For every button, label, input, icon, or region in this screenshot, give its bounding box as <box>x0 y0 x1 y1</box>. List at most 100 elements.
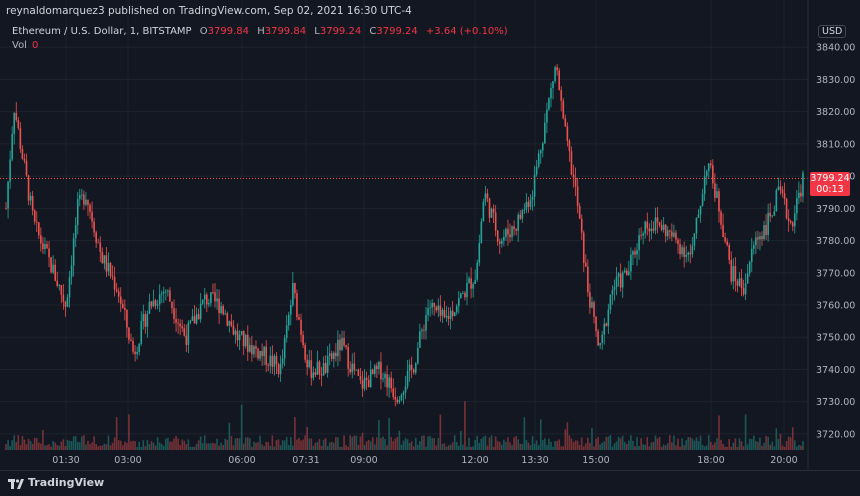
candle-body <box>646 221 649 229</box>
volume-bar <box>384 439 386 450</box>
volume-bar <box>52 441 54 450</box>
candle-body <box>628 271 630 275</box>
candle-body <box>703 176 706 194</box>
volume-bar <box>312 445 315 450</box>
volume-bar <box>687 437 690 450</box>
candle-body <box>56 280 59 286</box>
volume-bar <box>214 443 216 450</box>
volume-bar <box>296 439 298 450</box>
symbol-name[interactable]: Ethereum / U.S. Dollar, 1, BITSTAMP <box>12 26 192 37</box>
volume-bar <box>486 445 489 450</box>
candle-body <box>470 278 472 289</box>
volume-bar <box>376 437 378 450</box>
candle-body <box>460 293 462 298</box>
brand-name[interactable]: TradingView <box>28 476 105 489</box>
volume-bar <box>105 444 108 450</box>
candle-body <box>589 292 591 308</box>
candle-body <box>78 195 81 200</box>
volume-bar <box>238 438 241 450</box>
candle-body <box>201 299 204 304</box>
volume-bar <box>58 445 61 450</box>
candle-body <box>527 201 530 207</box>
candle-body <box>306 359 308 368</box>
candle-body <box>175 319 177 323</box>
candle-body <box>324 363 327 373</box>
volume-bar <box>302 439 304 450</box>
volume-bar <box>560 446 563 450</box>
candle-body <box>619 273 622 288</box>
volume-label[interactable]: Vol <box>12 40 27 51</box>
volume-bar <box>122 445 124 450</box>
volume-bar <box>187 439 190 450</box>
bar-countdown: 00:13 <box>816 184 844 195</box>
volume-bar <box>173 438 175 450</box>
candle-body <box>148 301 151 314</box>
volume-bar <box>476 435 479 450</box>
tradingview-logo-icon[interactable] <box>8 479 24 489</box>
volume-bar <box>132 440 134 450</box>
volume-bar <box>306 426 308 450</box>
candle-body <box>345 345 347 348</box>
volume-bar <box>529 445 532 450</box>
footer: TradingView <box>0 470 860 496</box>
candle-body <box>353 363 356 371</box>
volume-bar <box>154 445 157 450</box>
price-tick-label: 3780.00 <box>816 236 855 247</box>
candle-body <box>158 294 161 305</box>
volume-bar <box>621 435 624 450</box>
candle-body <box>60 285 63 295</box>
time-axis[interactable]: 01:30 03:00 06:00 07:31 09:00 12:00 13:30 15:00… <box>52 455 797 466</box>
volume-bar <box>464 401 466 450</box>
volume-bar <box>326 446 329 450</box>
currency-label[interactable]: USD <box>818 25 847 38</box>
volume-bar <box>330 441 333 450</box>
volume-bar <box>462 444 464 450</box>
candle-body <box>99 242 102 252</box>
candle-body <box>664 224 667 237</box>
volume-bar <box>728 438 731 450</box>
volume-bar <box>107 435 110 450</box>
candle-body <box>355 369 358 371</box>
candle-body <box>255 346 257 349</box>
candle-body <box>451 310 454 317</box>
candle-body <box>249 345 251 352</box>
volume-bar <box>373 444 376 450</box>
volume-bar <box>367 440 370 450</box>
candle-body <box>605 323 608 326</box>
candle-body <box>253 346 255 355</box>
candle-body <box>585 263 587 267</box>
volume-bar <box>328 442 331 450</box>
volume-bar <box>38 442 40 450</box>
candle-body <box>17 120 20 129</box>
volume-bar <box>796 446 798 450</box>
candle-body <box>634 251 636 255</box>
candle-body <box>796 198 798 214</box>
volume-bar <box>85 444 87 450</box>
volume-bar <box>685 440 687 450</box>
candle-body <box>740 278 743 289</box>
candle-body <box>214 292 216 302</box>
volume-legend: Vol 0 <box>12 40 38 51</box>
volume-bar <box>736 446 739 450</box>
symbol-legend: Ethereum / U.S. Dollar, 1, BITSTAMP O379… <box>12 26 508 37</box>
candle-body <box>693 233 696 246</box>
candle-body <box>783 193 786 199</box>
candle-body <box>429 307 431 309</box>
volume-bar <box>402 440 405 450</box>
candle-body <box>654 217 657 231</box>
volume-bar <box>294 417 296 450</box>
volume-bar <box>160 443 163 450</box>
volume-bar <box>140 446 143 450</box>
volume-bar <box>363 445 366 450</box>
volume-bar <box>576 440 579 450</box>
candle-body <box>277 364 280 375</box>
volume-bar <box>638 446 640 450</box>
candle-body <box>427 308 429 316</box>
candle-body <box>337 339 339 357</box>
candle-body <box>308 360 311 368</box>
volume-bar <box>746 444 749 450</box>
candle-body <box>91 211 93 222</box>
open-label: O <box>199 26 208 37</box>
candle-body <box>218 298 220 313</box>
